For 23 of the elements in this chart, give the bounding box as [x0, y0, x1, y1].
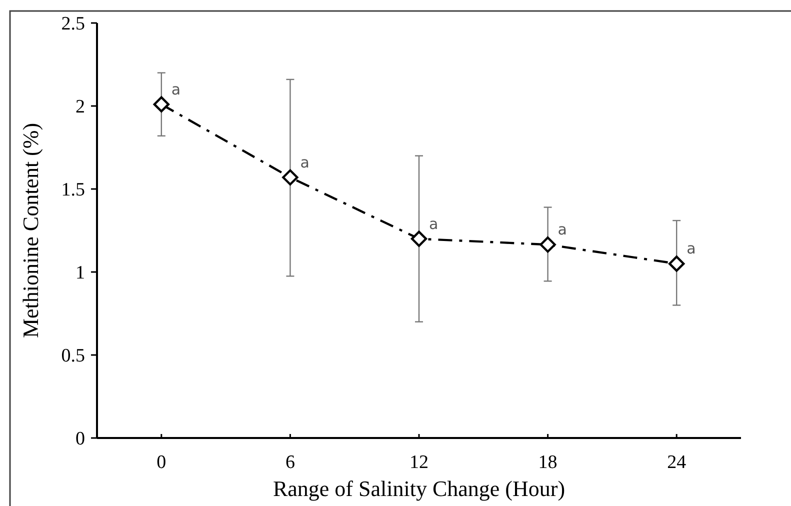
point — [282, 169, 298, 186]
annotation: a — [686, 240, 696, 258]
point — [540, 236, 556, 253]
point — [153, 96, 170, 112]
x-tick-label: 18 — [538, 452, 558, 473]
y-tick-label: 0 — [76, 428, 85, 450]
x-axis-title: Range of Salinity Change (Hour) — [272, 476, 566, 501]
x-tick-label: 6 — [285, 452, 295, 473]
y-axis-title: Methionine Content (%) — [18, 122, 43, 338]
point — [410, 230, 428, 247]
x-tick-label: 12 — [410, 452, 428, 473]
annotation: a — [171, 80, 181, 98]
x-tick-label: 24 — [667, 452, 687, 473]
annotation: a — [429, 214, 438, 233]
annotation: a — [300, 153, 310, 172]
y-tick-label: 0.5 — [61, 346, 85, 367]
y-tick-label: 1.5 — [61, 180, 85, 201]
annotation: a — [558, 220, 568, 239]
y-tick-label: 1 — [76, 262, 85, 284]
x-tick-label: 0 — [156, 452, 166, 473]
y-tick-label: 2 — [76, 96, 85, 118]
y-tick-label: 2.5 — [61, 14, 85, 35]
point — [668, 256, 685, 272]
